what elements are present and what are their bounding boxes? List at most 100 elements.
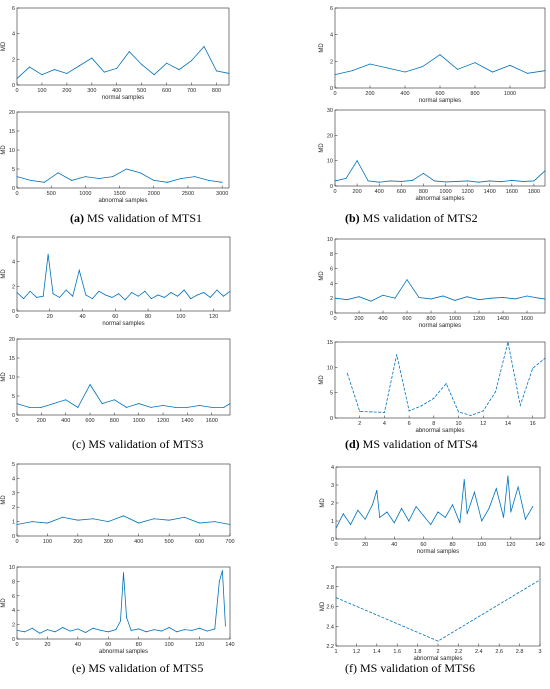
data-point: [544, 298, 546, 300]
x-tick-label: 100: [176, 314, 185, 320]
data-point: [445, 383, 447, 385]
y-tick-label: 20: [9, 337, 15, 343]
x-axis-label: normal samples: [102, 95, 144, 101]
data-point: [356, 160, 358, 162]
data-point: [470, 414, 472, 416]
x-tick-label: 2.2: [455, 649, 463, 655]
x-axis-label: abnormal samples: [99, 649, 148, 655]
data-point: [500, 181, 502, 183]
y-tick-label: 6: [330, 6, 333, 12]
data-point: [458, 411, 460, 413]
y-tick-label: 3: [12, 491, 15, 497]
x-tick-label: 1.2: [353, 649, 361, 655]
x-tick-label: 700: [187, 88, 196, 94]
data-point: [507, 341, 509, 343]
data-point: [482, 410, 484, 412]
caption-a: (a) MS validation of MTS1: [70, 211, 203, 225]
data-point: [422, 515, 424, 517]
data-point: [454, 299, 456, 301]
y-axis-label: MD: [320, 601, 326, 611]
x-axis-label: abnormal samples: [415, 196, 464, 202]
data-point: [16, 292, 18, 293]
x-tick-label: 0: [333, 91, 336, 97]
data-point: [503, 516, 505, 518]
data-point: [62, 516, 64, 518]
data-point: [502, 296, 504, 298]
plot-area: [16, 7, 230, 86]
x-tick-label: 200: [365, 91, 374, 97]
data-series-line: [16, 168, 223, 183]
data-point: [39, 632, 41, 634]
x-tick-label: 60: [105, 642, 111, 648]
y-tick-label: 2: [12, 57, 15, 63]
y-tick-label: 20: [9, 110, 15, 116]
data-point: [162, 405, 164, 406]
data-point: [168, 626, 170, 628]
x-axis-label: normal samples: [417, 549, 459, 555]
data-point: [153, 74, 155, 76]
data-point: [104, 294, 106, 296]
data-point: [46, 629, 48, 631]
data-point: [157, 294, 159, 296]
data-point: [514, 298, 516, 300]
x-tick-label: 6: [408, 421, 411, 427]
data-point: [420, 405, 422, 407]
x-tick-label: 0: [334, 542, 337, 548]
x-tick-label: 1000: [439, 189, 451, 195]
y-tick-label: 5: [12, 462, 15, 468]
data-point: [467, 180, 469, 182]
y-tick-label: 1: [331, 519, 334, 525]
data-point: [378, 181, 380, 183]
x-axis-label: normal samples: [102, 321, 144, 327]
y-axis-label: MD: [1, 145, 7, 155]
data-point: [30, 179, 32, 181]
x-tick-label: 140: [225, 642, 234, 648]
data-point: [481, 520, 483, 522]
data-point: [78, 269, 80, 271]
data-point: [186, 406, 188, 408]
x-tick-label: 800: [212, 88, 221, 94]
data-point: [507, 475, 509, 477]
data-point: [442, 295, 444, 297]
data-point: [89, 384, 91, 386]
data-point: [59, 296, 61, 298]
x-tick-label: 800: [110, 418, 119, 424]
data-point: [118, 293, 120, 295]
y-tick-label: 8: [12, 579, 15, 585]
x-tick-label: 300: [87, 88, 96, 94]
x-tick-label: 800: [419, 189, 428, 195]
data-series-line: [346, 341, 546, 416]
data-point: [144, 290, 146, 292]
data-point: [544, 170, 546, 172]
x-tick-label: 1400: [497, 316, 509, 322]
y-tick-label: 5: [330, 391, 333, 397]
data-point: [166, 181, 168, 183]
data-point: [150, 406, 152, 408]
data-point: [130, 629, 132, 631]
data-point: [228, 72, 230, 74]
plot-area: [16, 111, 230, 189]
x-tick-label: 600: [397, 189, 406, 195]
y-tick-label: 10: [9, 565, 15, 571]
data-point: [415, 506, 417, 508]
chart-panel-4: 0 200 400 600 800 1000 1200 1400 1600 1800 0 10 20 30…: [319, 108, 546, 202]
y-axis-label: MD: [1, 269, 7, 279]
data-point: [350, 524, 352, 526]
data-point: [346, 299, 348, 301]
data-point: [371, 411, 373, 413]
data-point: [463, 479, 465, 481]
x-tick-label: 600: [195, 539, 204, 545]
data-point: [538, 297, 540, 299]
data-point: [46, 522, 48, 524]
data-point: [539, 579, 541, 581]
data-point: [84, 176, 86, 178]
data-point: [53, 403, 55, 405]
data-point: [222, 295, 224, 297]
data-point: [364, 518, 366, 520]
data-point: [85, 294, 87, 296]
data-point: [145, 631, 147, 633]
x-tick-label: 100: [37, 88, 46, 94]
x-tick-label: 600: [85, 418, 94, 424]
data-point: [335, 597, 337, 599]
